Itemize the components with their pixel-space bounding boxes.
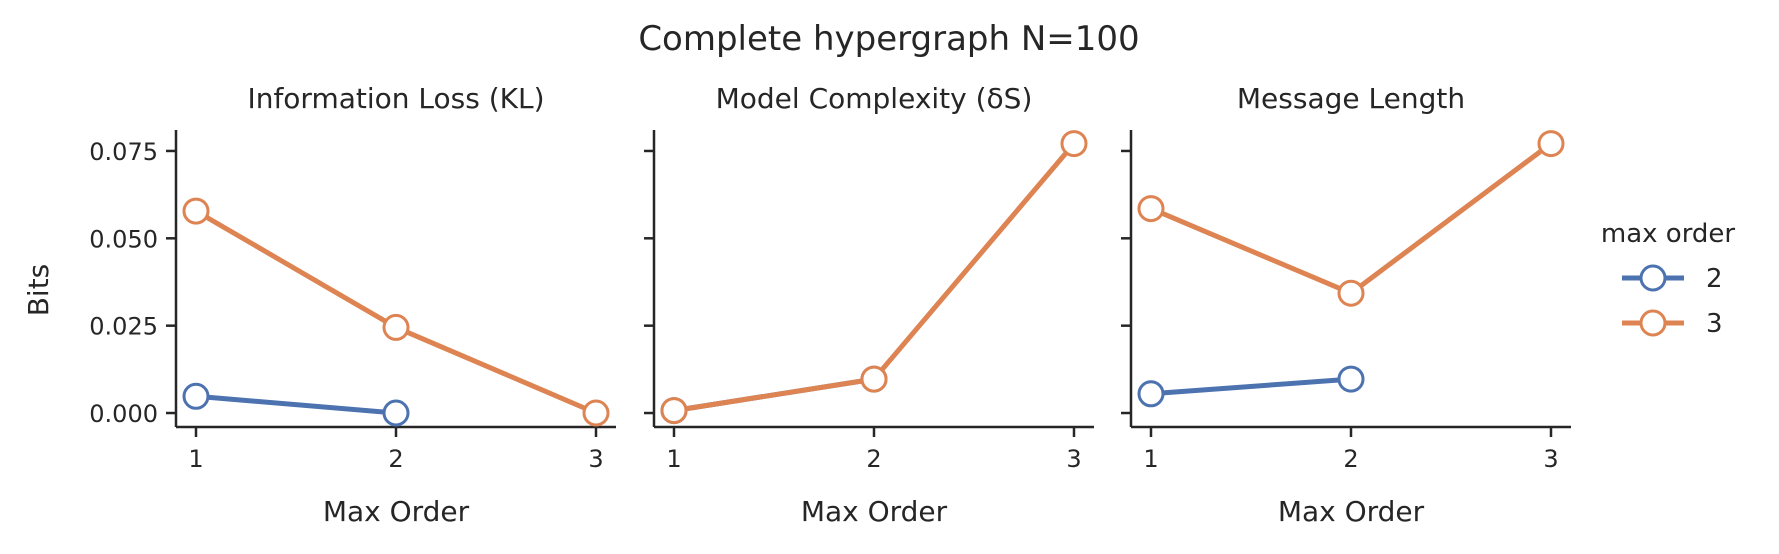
series-line-3: [193, 208, 599, 416]
data-point-3: [660, 397, 688, 425]
y-tick-label: 0.075: [89, 138, 158, 166]
series-3: [182, 197, 610, 427]
x-tick-label: 3: [1066, 445, 1081, 473]
subplot-title: Information Loss (KL): [247, 82, 544, 115]
series-line-3: [1148, 141, 1554, 296]
x-tick-label: 3: [588, 445, 603, 473]
y-axis-label: Bits: [22, 264, 55, 317]
figure-title: Complete hypergraph N=100: [638, 19, 1139, 59]
x-axis-label: Max Order: [801, 495, 948, 528]
y-tick-label: 0.025: [89, 313, 158, 341]
y-tick-label: 0.050: [89, 225, 158, 253]
x-tick-label: 3: [1543, 445, 1558, 473]
subplot-title: Model Complexity (δS): [716, 82, 1033, 115]
x-tick-label: 2: [866, 445, 881, 473]
data-point-2: [182, 382, 210, 410]
legend-label-2: 2: [1706, 264, 1723, 294]
x-axis-label: Max Order: [323, 495, 470, 528]
series-line-2: [193, 393, 399, 416]
x-tick-label: 1: [666, 445, 681, 473]
legend: max order 2 3: [1601, 219, 1736, 339]
legend-label-3: 3: [1706, 309, 1723, 339]
data-point-2: [1337, 365, 1365, 393]
x-tick-label: 2: [388, 445, 403, 473]
series-3: [1137, 130, 1565, 307]
data-point-3: [382, 313, 410, 341]
x-axis-label: Max Order: [1278, 495, 1425, 528]
data-point-3: [582, 399, 610, 427]
subplot-2: Model Complexity (δS) 1 2 3 Max Order: [644, 82, 1094, 528]
series-3: [660, 130, 1088, 425]
legend-item-2: 2: [1622, 264, 1723, 294]
data-point-2: [1137, 380, 1165, 408]
legend-marker-2: [1639, 264, 1667, 292]
series-line-2: [1148, 376, 1354, 397]
x-tick-label: 2: [1343, 445, 1358, 473]
data-point-2: [382, 399, 410, 427]
data-point-3: [182, 197, 210, 225]
x-tick-label: 1: [188, 445, 203, 473]
legend-item-3: 3: [1622, 309, 1723, 339]
subplot-title: Message Length: [1237, 82, 1465, 115]
data-point-3: [1537, 130, 1565, 158]
data-point-3: [1137, 195, 1165, 223]
legend-title: max order: [1601, 219, 1736, 249]
subplot-1: Information Loss (KL) 0.000 0.025 0.050 0.07…: [89, 82, 616, 528]
data-point-3: [1060, 130, 1088, 158]
series-2: [182, 382, 410, 427]
x-tick-label: 1: [1143, 445, 1158, 473]
data-point-3: [1337, 279, 1365, 307]
data-point-3: [860, 365, 888, 393]
legend-marker-3: [1639, 309, 1667, 337]
subplots: Information Loss (KL) 0.000 0.025 0.050 0.07…: [89, 82, 1571, 528]
series-2: [1137, 365, 1365, 408]
y-tick-label: 0.000: [89, 400, 158, 428]
subplot-3: Message Length 1 2 3 Max Order: [1121, 82, 1571, 528]
